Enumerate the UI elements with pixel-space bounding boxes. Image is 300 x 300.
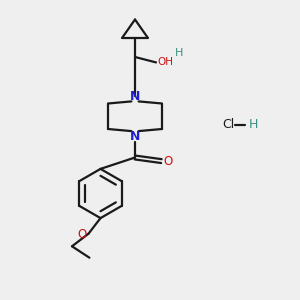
- Text: O: O: [164, 154, 173, 168]
- Text: N: N: [130, 130, 140, 143]
- Text: Cl: Cl: [222, 118, 234, 131]
- Text: H: H: [248, 118, 258, 131]
- Text: O: O: [78, 228, 87, 241]
- Text: N: N: [130, 89, 140, 103]
- Text: OH: OH: [158, 57, 173, 68]
- Text: H: H: [175, 48, 183, 59]
